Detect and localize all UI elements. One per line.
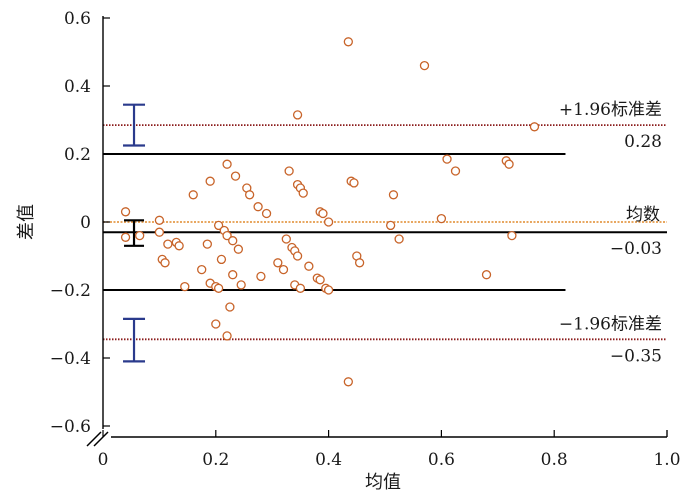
ci-bar-mean [124, 219, 145, 247]
mean-value: −0.03 [610, 239, 662, 259]
data-point [120, 232, 131, 242]
data-point [197, 264, 207, 275]
data-point [205, 176, 215, 186]
axis-break-mark [93, 431, 109, 447]
axes: −0.6 −0.4 −0.2 0 0.2 0.4 0.6 0 0.2 0.4 0.6 0.8 1.0 [50, 9, 681, 470]
y-tick-label: −0.6 [50, 417, 91, 437]
data-point [292, 110, 303, 120]
data-point [256, 271, 266, 282]
data-point [481, 270, 492, 280]
x-axis-title: 均值 [365, 472, 401, 493]
x-tick-label: 0.6 [428, 450, 455, 470]
data-point [163, 239, 173, 249]
data-point [298, 188, 308, 198]
data-point [135, 230, 145, 241]
data-point [230, 171, 241, 181]
data-point [388, 190, 399, 200]
data-point [154, 215, 165, 225]
data-point [343, 377, 353, 387]
y-tick-label: −0.4 [50, 349, 91, 369]
scatter-points [120, 37, 540, 387]
upper-limit-label: +1.96标准差 [559, 100, 662, 120]
data-point [295, 283, 306, 293]
x-tick-label: 0.2 [202, 450, 229, 470]
data-point [323, 285, 334, 295]
data-point [180, 281, 190, 292]
data-point [318, 208, 328, 219]
data-point [349, 178, 359, 188]
mean-label: 均数 [626, 205, 660, 225]
data-point [529, 122, 540, 132]
data-point [211, 319, 221, 329]
x-tick-label: 1.0 [653, 450, 680, 470]
data-point [385, 220, 396, 231]
data-point [315, 275, 325, 285]
lower-limit-label: −1.96标准差 [559, 314, 662, 334]
data-point [160, 258, 170, 268]
data-point [281, 234, 291, 244]
annotations: +1.96标准差 0.28 均数 −0.03 −1.96标准差 −0.35 [559, 100, 662, 366]
data-point [394, 234, 404, 244]
x-tick-label: 0.4 [315, 450, 342, 470]
data-point [442, 154, 452, 164]
data-point [228, 236, 238, 246]
x-tick-label: 0.8 [541, 450, 568, 470]
y-tick-label: 0 [80, 213, 91, 233]
data-point [222, 159, 232, 169]
data-point [120, 207, 131, 217]
data-point [273, 258, 283, 268]
data-point [354, 258, 365, 268]
ci-bar-lower [123, 317, 146, 363]
data-point [304, 261, 314, 271]
data-point [213, 220, 224, 231]
lower-limit-value: −0.35 [610, 346, 662, 366]
y-tick-label: 0.2 [64, 145, 91, 165]
data-point [216, 254, 227, 265]
data-point [284, 166, 294, 176]
data-point [323, 217, 334, 227]
x-tick-label: 0 [98, 450, 109, 470]
agreement-band-lines [103, 153, 566, 291]
data-point [292, 251, 303, 261]
data-point [343, 37, 353, 47]
data-point [225, 302, 235, 312]
data-point [253, 202, 263, 212]
data-point [154, 227, 165, 237]
data-point [222, 230, 232, 241]
reference-lines [103, 124, 667, 341]
y-axis-title: 差值 [16, 204, 37, 240]
axis-break-mark [86, 431, 102, 447]
data-point [261, 208, 272, 219]
upper-limit-value: 0.28 [624, 132, 662, 152]
data-point [222, 331, 232, 341]
ci-bar-upper [123, 103, 146, 147]
data-point [236, 280, 246, 290]
data-point [504, 159, 514, 169]
y-tick-label: −0.2 [50, 281, 91, 301]
data-point [419, 60, 430, 71]
y-tick-label: 0.4 [64, 77, 91, 97]
data-point [174, 241, 184, 251]
data-point [202, 239, 212, 249]
data-point [188, 190, 198, 200]
data-point [507, 230, 517, 241]
data-point [278, 264, 289, 275]
data-point [436, 213, 447, 224]
data-point [244, 190, 255, 200]
confidence-interval-bars [123, 103, 146, 363]
data-point [450, 166, 461, 176]
data-point [233, 244, 244, 254]
data-point [228, 270, 238, 280]
data-point [213, 283, 224, 293]
y-tick-label: 0.6 [64, 9, 91, 29]
